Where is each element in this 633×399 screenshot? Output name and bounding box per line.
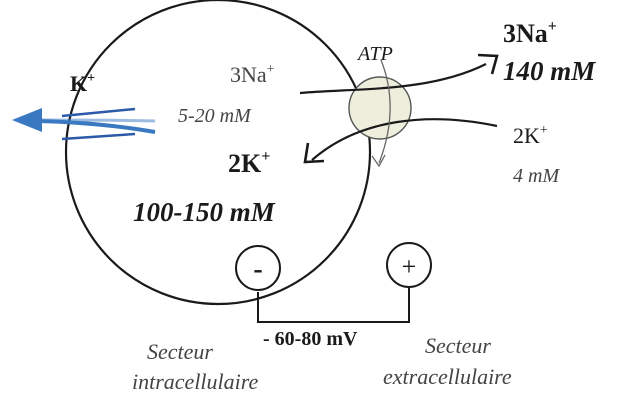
extracellular-sodium-concentration: 140 mM <box>503 56 596 86</box>
channel-line-bottom <box>62 134 135 139</box>
extracellular-sodium-label: 3Na+ <box>503 18 557 48</box>
intracellular-sector-line2: intracellulaire <box>132 369 259 394</box>
extracellular-potassium-label: 2K+ <box>513 123 548 148</box>
intracellular-sodium-concentration: 5-20 mM <box>178 105 252 127</box>
positive-sign: + <box>402 252 417 281</box>
sodium-export-arrow <box>300 55 497 93</box>
intracellular-potassium-label: 2K+ <box>228 148 270 178</box>
intracellular-sector-line1: Secteur <box>147 339 213 364</box>
extracellular-potassium-concentration: 4 mM <box>513 165 560 187</box>
intracellular-sodium-label: 3Na+ <box>230 62 275 87</box>
negative-sign: - <box>253 254 262 285</box>
intracellular-potassium-concentration: 100-150 mM <box>133 197 276 227</box>
potassium-efflux-arrow <box>12 108 155 132</box>
membrane-potential-value: - 60-80 mV <box>263 328 358 350</box>
cell-membrane <box>66 0 370 304</box>
extracellular-sector-line2: extracellulaire <box>383 364 512 389</box>
electrode-circuit: - + <box>236 243 431 322</box>
channel-ion-label: K+ <box>70 71 95 96</box>
pump-label: ATP <box>356 43 393 65</box>
extracellular-sector-line1: Secteur <box>425 333 491 358</box>
